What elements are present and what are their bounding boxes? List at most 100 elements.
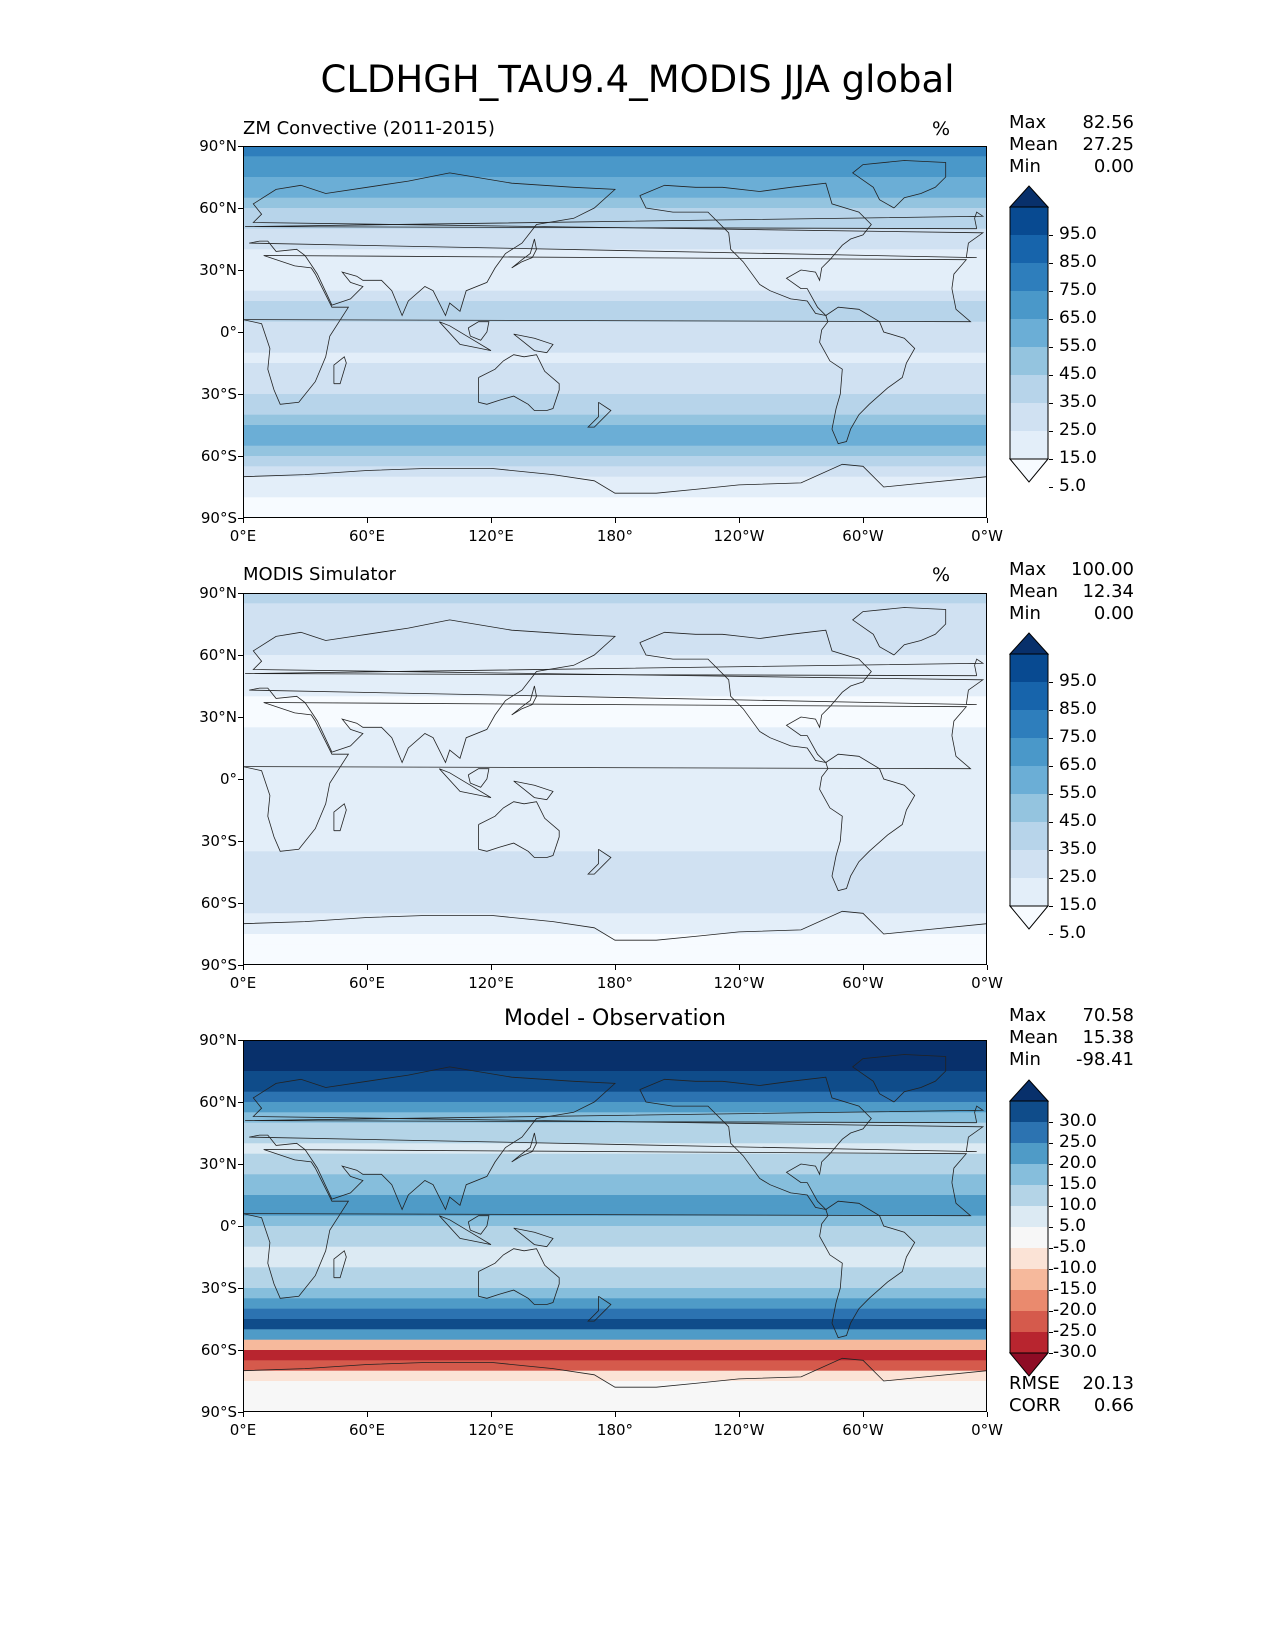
- coast-australia: [478, 354, 560, 411]
- colorbar-tick-label: 5.0: [1059, 1216, 1087, 1236]
- x-tick-mark: [863, 518, 864, 523]
- x-tick-label: 120°W: [713, 974, 765, 992]
- field-band: [243, 799, 987, 811]
- y-tick-mark: [238, 1102, 243, 1103]
- coast-africa: [243, 702, 972, 852]
- x-tick-mark: [491, 1412, 492, 1417]
- field-band: [243, 1329, 987, 1341]
- panel3-rmse-label: RMSE: [1009, 1373, 1060, 1394]
- field-band: [243, 1360, 987, 1372]
- colorbar-tick-mark: [1049, 1206, 1053, 1207]
- coast-eurasia: [249, 1066, 985, 1211]
- x-tick-label: 180°: [596, 527, 634, 545]
- panel1-min-value: 0.00: [1093, 156, 1134, 177]
- coastlines: [243, 607, 987, 941]
- field-band: [243, 923, 987, 935]
- field-band: [243, 851, 987, 863]
- coast-newguinea: [513, 780, 554, 801]
- field-band: [243, 208, 987, 219]
- colorbar-tick-mark: [1049, 263, 1053, 264]
- colorbar-tick-mark: [1049, 822, 1053, 823]
- panel2-map: [243, 593, 987, 965]
- field-band: [243, 1143, 987, 1155]
- colorbar-extend-top: [1009, 632, 1050, 655]
- field-band: [243, 1195, 987, 1206]
- x-tick-mark: [987, 1412, 988, 1417]
- x-tick-mark: [243, 965, 244, 970]
- coast-antarctica: [243, 910, 987, 941]
- colorbar-segment: [1010, 822, 1048, 851]
- field-band: [243, 1153, 987, 1165]
- colorbar-tick-mark: [1049, 934, 1053, 935]
- coastlines: [243, 1054, 987, 1388]
- x-tick-mark: [739, 518, 740, 523]
- colorbar-tick-label: 15.0: [1059, 1174, 1097, 1194]
- colorbar-tick-mark: [1049, 1332, 1053, 1333]
- colorbar-tick-mark: [1049, 850, 1053, 851]
- colorbar-tick-mark: [1049, 1311, 1053, 1312]
- y-tick-mark: [238, 593, 243, 594]
- colorbar-tick-label: 35.0: [1059, 839, 1097, 859]
- colorbar-segment: [1010, 1269, 1048, 1291]
- field-bands: [243, 146, 987, 518]
- colorbar-tick-mark: [1049, 1143, 1053, 1144]
- field-band: [243, 1257, 987, 1268]
- y-tick-label: 30°S: [200, 1279, 237, 1297]
- field-band: [243, 1370, 987, 1382]
- colorbar-segment: [1010, 682, 1048, 711]
- map-frame: [243, 146, 987, 518]
- x-tick-mark: [491, 518, 492, 523]
- colorbar-tick-label: 55.0: [1059, 336, 1097, 356]
- field-band: [243, 934, 987, 945]
- field-band: [243, 1122, 987, 1134]
- field-band: [243, 352, 987, 364]
- field-band: [243, 1081, 987, 1093]
- colorbar-segment: [1010, 207, 1048, 236]
- field-band: [243, 383, 987, 395]
- field-band: [243, 810, 987, 821]
- colorbar-segment: [1010, 1101, 1048, 1123]
- y-tick-mark: [238, 1164, 243, 1165]
- x-tick-label: 180°: [596, 974, 634, 992]
- y-tick-mark: [238, 456, 243, 457]
- colorbar-tick-label: 45.0: [1059, 364, 1097, 384]
- colorbar-segment: [1010, 878, 1048, 907]
- colorbar-tick-mark: [1049, 682, 1053, 683]
- colorbar-segment: [1010, 710, 1048, 739]
- field-band: [243, 1133, 987, 1144]
- field-band: [243, 1298, 987, 1310]
- field-band: [243, 727, 987, 739]
- x-tick-label: 0°W: [971, 1421, 1003, 1439]
- field-band: [243, 445, 987, 457]
- colorbar-segment: [1010, 291, 1048, 320]
- coast-antarctica: [243, 463, 987, 494]
- colorbar-tick-mark: [1049, 1269, 1053, 1270]
- colorbar-segment: [1010, 347, 1048, 376]
- x-tick-label: 120°E: [468, 527, 514, 545]
- x-tick-mark: [243, 518, 244, 523]
- colorbar-tick-label: 95.0: [1059, 224, 1097, 244]
- field-band: [243, 882, 987, 894]
- field-band: [243, 737, 987, 749]
- field-band: [243, 259, 987, 271]
- colorbar-extend-bottom: [1009, 458, 1050, 483]
- colorbar-tick-mark: [1049, 1353, 1053, 1354]
- colorbar-tick-label: -5.0: [1053, 1237, 1087, 1257]
- field-band: [243, 872, 987, 883]
- colorbar-tick-label: 5.0: [1059, 923, 1087, 943]
- x-tick-label: 0°E: [229, 1421, 257, 1439]
- colorbar-segment: [1010, 1290, 1048, 1312]
- colorbar-segment: [1010, 850, 1048, 879]
- panel3-max-value: 70.58: [1082, 1005, 1134, 1026]
- field-band: [243, 634, 987, 646]
- coast-antarctica: [243, 1357, 987, 1388]
- field-band: [243, 748, 987, 759]
- x-tick-label: 60°E: [348, 527, 386, 545]
- colorbar-segment: [1010, 235, 1048, 264]
- field-band: [243, 841, 987, 852]
- colorbar-tick-mark: [1049, 1290, 1053, 1291]
- coast-madagascar: [333, 1250, 347, 1279]
- map-svg: [243, 593, 987, 965]
- x-tick-label: 180°: [596, 1421, 634, 1439]
- field-band: [243, 425, 987, 436]
